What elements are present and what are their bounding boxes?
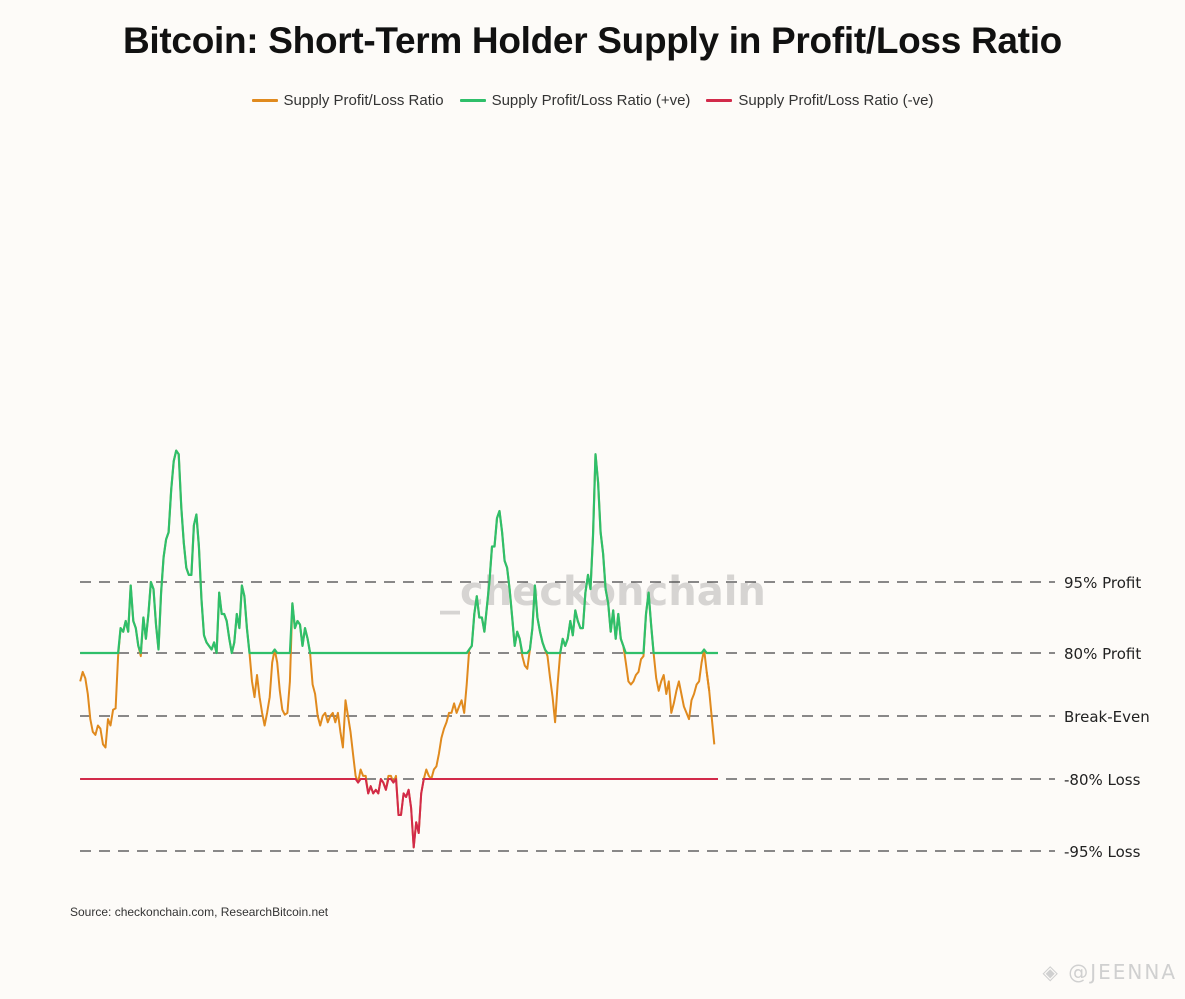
ratio-line-orange (79, 449, 711, 849)
legend-item-negative[interactable]: Supply Profit/Loss Ratio (-ve) (706, 92, 934, 109)
ratio-line-red (80, 778, 718, 849)
level-label: -95% Loss (1064, 843, 1141, 861)
level-label: Break-Even (1064, 708, 1150, 726)
legend-label: Supply Profit/Loss Ratio (-ve) (738, 92, 934, 109)
legend-label: Supply Profit/Loss Ratio (283, 92, 444, 109)
legend-swatch-orange (251, 99, 278, 102)
legend-swatch-green (459, 99, 486, 102)
corner-watermark: ◈ @JEENNA (1042, 960, 1177, 984)
legend-swatch-red (706, 99, 733, 102)
diamond-logo-icon: ◈ (1042, 960, 1060, 984)
level-label: -80% Loss (1064, 771, 1141, 789)
legend-item-positive[interactable]: Supply Profit/Loss Ratio (+ve) (459, 92, 691, 109)
legend-item-ratio[interactable]: Supply Profit/Loss Ratio (251, 92, 444, 109)
checkonchain-watermark: _checkonchain (440, 569, 766, 615)
legend: Supply Profit/Loss Ratio Supply Profit/L… (0, 92, 1185, 109)
chart-title: Bitcoin: Short-Term Holder Supply in Pro… (123, 20, 1062, 61)
source-note: Source: checkonchain.com, ResearchBitcoi… (70, 905, 329, 919)
level-label: 80% Profit (1064, 645, 1141, 663)
legend-label: Supply Profit/Loss Ratio (+ve) (491, 92, 691, 109)
ratio-line-orange-tail (705, 671, 716, 745)
level-label: 95% Profit (1064, 574, 1141, 592)
corner-watermark-text: @JEENNA (1068, 960, 1177, 984)
ratio-line-green (80, 449, 718, 655)
